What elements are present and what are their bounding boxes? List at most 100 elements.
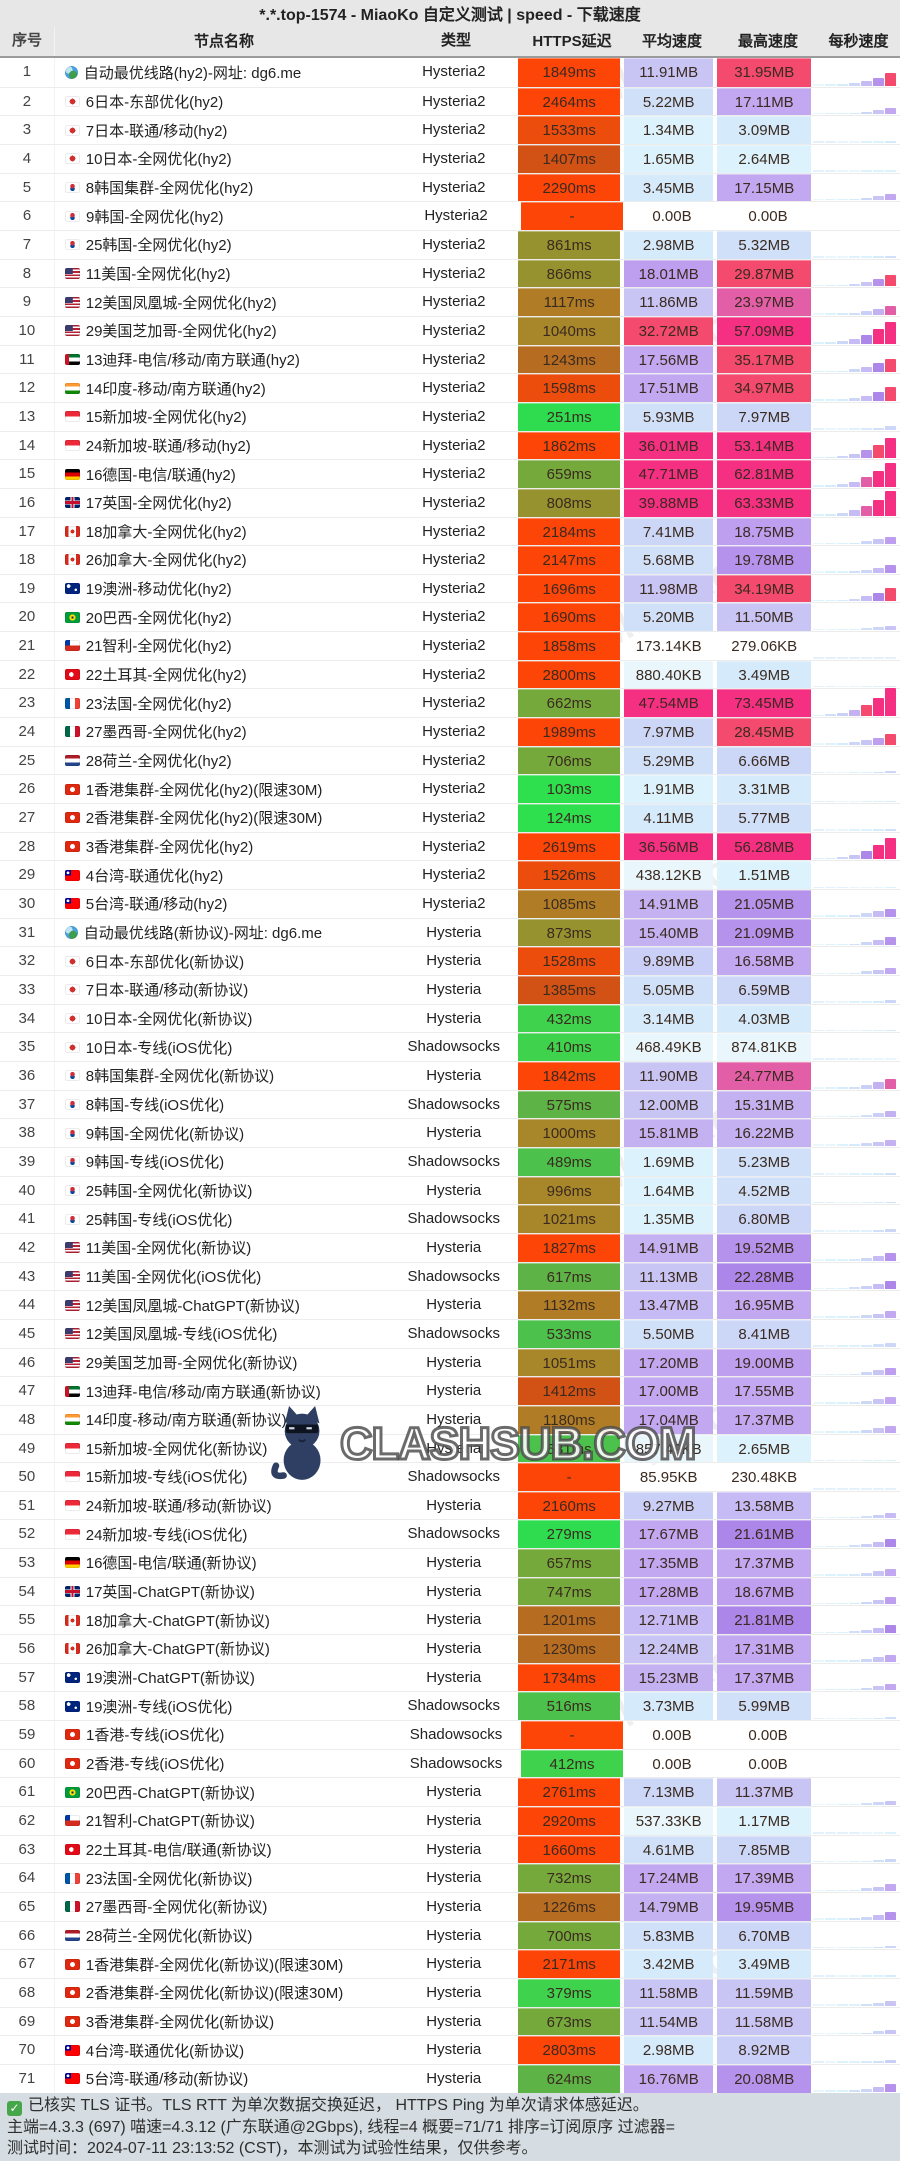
row-index: 6 xyxy=(0,202,55,230)
avg-speed-cell: 0.00B xyxy=(627,1721,717,1749)
table-row: 37 8韩国-专线(iOS优化) Shadowsocks 575ms 12.00… xyxy=(0,1089,900,1119)
protocol-type: Hysteria xyxy=(426,1668,482,1686)
avg-speed-cell: 5.50MB xyxy=(623,1319,714,1348)
row-index: 47 xyxy=(0,1377,55,1405)
avg-speed-cell: 7.97MB xyxy=(623,718,714,746)
avg-speed-cell: 2.98MB xyxy=(623,2036,714,2064)
per-second-speed-chart xyxy=(813,1205,900,1233)
table-row: 60 2香港-专线(iOS优化) Shadowsocks 412ms 0.00B… xyxy=(0,1748,900,1778)
protocol-type: Hysteria xyxy=(426,1898,482,1915)
max-speed-cell: 2.65MB xyxy=(717,1434,811,1463)
max-speed-cell: 62.81MB xyxy=(717,460,811,488)
avg-speed-cell: 3.73MB xyxy=(623,1692,714,1721)
footer-line-time: 测试时间：2024-07-11 23:13:52 (CST)，本测试为试验性结果… xyxy=(7,2140,538,2157)
protocol-type: Hysteria xyxy=(426,1983,482,2001)
node-name: 1香港-专线(iOS优化) xyxy=(86,1727,225,1745)
max-speed-cell: 7.97MB xyxy=(717,402,811,431)
protocol-type: Shadowsocks xyxy=(407,1210,501,1228)
avg-speed-cell: 7.41MB xyxy=(623,517,714,546)
flag-de-icon xyxy=(64,468,80,480)
row-index: 15 xyxy=(0,460,55,488)
max-speed-cell: 279.06KB xyxy=(717,632,811,660)
avg-speed-cell: 15.81MB xyxy=(623,1119,714,1147)
max-speed-cell: 3.31MB xyxy=(717,775,811,804)
footer-line-meta: 主端=4.3.3 (697) 喵速=4.3.12 (广东联通@2Gbps), 线… xyxy=(7,2118,676,2136)
avg-speed-cell: 0.00B xyxy=(627,1749,717,1778)
https-latency-cell: 1243ms xyxy=(518,345,620,374)
node-name: 19澳洲-专线(iOS优化) xyxy=(85,1698,233,1716)
table-row: 17 18加拿大-全网优化(hy2) Hysteria2 2184ms 7.41… xyxy=(0,516,900,546)
row-index: 21 xyxy=(0,632,55,660)
protocol-type: Hysteria2 xyxy=(422,579,486,597)
max-speed-cell: 17.31MB xyxy=(717,1635,811,1663)
table-row: 33 7日本-联通/移动(新协议) Hysteria 1385ms 5.05MB… xyxy=(0,975,900,1004)
flag-sg-icon xyxy=(64,1528,80,1540)
flag-br-icon xyxy=(64,611,80,623)
protocol-type: Hysteria2 xyxy=(422,321,486,339)
per-second-speed-chart xyxy=(813,518,900,546)
https-latency-cell: 279ms xyxy=(518,1520,620,1549)
https-latency-cell: 1526ms xyxy=(518,861,620,890)
flag-hk-icon xyxy=(64,2015,80,2027)
node-name: 8韩国集群-全网优化(hy2) xyxy=(85,179,254,197)
flag-jp-icon xyxy=(64,153,80,165)
table-row: 2 6日本-东部优化(hy2) Hysteria2 2464ms 5.22MB … xyxy=(0,86,900,116)
protocol-type: Hysteria xyxy=(426,1869,482,1887)
row-index: 13 xyxy=(0,402,55,431)
protocol-type: Hysteria2 xyxy=(422,780,486,798)
node-name: 12美国凤凰城-全网优化(hy2) xyxy=(85,294,277,312)
protocol-type: Hysteria xyxy=(426,1238,482,1256)
row-index: 18 xyxy=(0,546,55,574)
flag-sg-icon xyxy=(64,1471,80,1483)
avg-speed-cell: 11.58MB xyxy=(623,1978,714,2007)
flag-ae-icon xyxy=(64,1385,80,1397)
avg-speed-cell: 15.40MB xyxy=(623,918,714,947)
avg-speed-cell: 5.68MB xyxy=(623,546,714,574)
row-index: 24 xyxy=(0,718,55,746)
flag-jp-icon xyxy=(64,1012,80,1024)
per-second-speed-chart xyxy=(817,1721,900,1749)
row-index: 46 xyxy=(0,1348,55,1377)
max-speed-cell: 22.28MB xyxy=(717,1262,811,1291)
https-latency-cell: 1533ms xyxy=(518,116,620,144)
max-speed-cell: 20.08MB xyxy=(717,2064,811,2093)
avg-speed-cell: 5.93MB xyxy=(623,402,714,431)
https-latency-cell: 732ms xyxy=(518,1864,620,1892)
row-index: 59 xyxy=(0,1721,55,1749)
row-index: 68 xyxy=(0,1978,55,2007)
protocol-type: Hysteria xyxy=(426,2041,482,2059)
max-speed-cell: 19.78MB xyxy=(717,546,811,574)
row-index: 54 xyxy=(0,1577,55,1606)
node-name: 19澳洲-ChatGPT(新协议) xyxy=(85,1670,255,1688)
flag-fr-icon xyxy=(64,1872,80,1884)
max-speed-cell: 874.81KB xyxy=(717,1033,811,1061)
https-latency-cell: 533ms xyxy=(518,1319,620,1348)
row-index: 44 xyxy=(0,1291,55,1319)
row-index: 69 xyxy=(0,2007,55,2036)
flag-us-icon xyxy=(64,1242,80,1254)
node-name: 12美国凤凰城-ChatGPT(新协议) xyxy=(85,1297,300,1315)
table-row: 16 17英国-全网优化(hy2) Hysteria2 808ms 39.88M… xyxy=(0,487,900,517)
flag-jp-icon xyxy=(64,955,80,967)
row-index: 7 xyxy=(0,230,55,259)
row-index: 52 xyxy=(0,1520,55,1549)
node-name: 17英国-ChatGPT(新协议) xyxy=(85,1584,255,1602)
node-name: 8韩国-专线(iOS优化) xyxy=(85,1096,225,1114)
https-latency-cell: 2619ms xyxy=(518,832,620,861)
row-index: 64 xyxy=(0,1864,55,1892)
col-header-max: 最高速度 xyxy=(737,33,798,50)
avg-speed-cell: 13.47MB xyxy=(623,1291,714,1319)
max-speed-cell: 73.45MB xyxy=(717,689,811,718)
protocol-type: Shadowsocks xyxy=(407,1324,501,1342)
per-second-speed-chart xyxy=(813,58,900,87)
flag-us-icon xyxy=(64,1356,80,1368)
per-second-speed-chart xyxy=(813,1836,900,1864)
per-second-speed-chart xyxy=(813,288,900,316)
avg-speed-cell: 468.49KB xyxy=(623,1033,714,1061)
max-speed-cell: 31.95MB xyxy=(717,58,811,87)
flag-globe-icon xyxy=(64,926,78,940)
flag-tw-icon xyxy=(64,2044,80,2056)
per-second-speed-chart xyxy=(817,1750,900,1778)
per-second-speed-chart xyxy=(813,1520,900,1548)
row-index: 65 xyxy=(0,1893,55,1921)
